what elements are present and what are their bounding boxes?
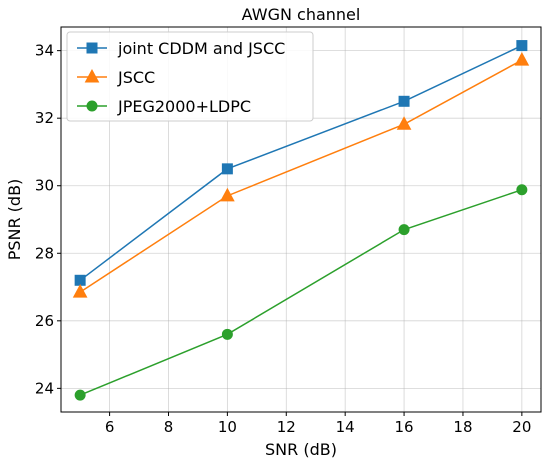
legend: joint CDDM and JSCC JSCC JPEG2000+LDPC (66, 31, 314, 122)
plot-frame (60, 26, 542, 413)
y-tick-label: 30 (35, 177, 54, 195)
legend-entry: JPEG2000+LDPC (77, 97, 251, 116)
x-tick-label: 18 (453, 418, 472, 436)
x-tick-label: 10 (218, 418, 237, 436)
data-point (516, 40, 528, 52)
series-line (79, 44, 523, 281)
x-tick-label: 16 (395, 418, 414, 436)
chart-title: AWGN channel (242, 5, 361, 24)
legend-box (66, 31, 314, 122)
data-point (74, 274, 86, 286)
x-tick-label: 14 (336, 418, 355, 436)
x-axis-label: SNR (dB) (265, 440, 337, 459)
data-point (74, 389, 86, 401)
data-point (221, 328, 233, 340)
legend-marker (86, 100, 98, 112)
y-tick-label: 34 (35, 42, 54, 60)
data-point (221, 163, 233, 175)
ticks: 6 8 10 12 14 16 18 20 24 26 28 30 32 34 (35, 42, 531, 436)
y-axis-label: PSNR (dB) (5, 179, 24, 261)
legend-label: JSCC (117, 68, 155, 87)
data-point (220, 187, 235, 202)
legend-marker (84, 68, 100, 83)
x-tick-label: 12 (277, 418, 296, 436)
series-jscc (72, 52, 530, 298)
y-tick-label: 32 (35, 109, 54, 127)
legend-entry: joint CDDM and JSCC (77, 39, 285, 58)
x-tick-label: 20 (512, 418, 531, 436)
series-line (79, 59, 523, 293)
data-point (72, 284, 88, 298)
legend-marker (86, 42, 98, 54)
y-tick-label: 28 (35, 244, 54, 262)
data-point (514, 52, 530, 66)
legend-entry: JSCC (77, 68, 155, 87)
series-line (79, 189, 523, 396)
data-point (516, 184, 528, 196)
data-point (398, 95, 410, 107)
legend-label: JPEG2000+LDPC (117, 97, 251, 116)
data-point (398, 224, 410, 236)
data-point (396, 116, 412, 130)
y-tick-label: 26 (35, 312, 54, 330)
legend-label: joint CDDM and JSCC (117, 39, 285, 58)
x-tick-label: 6 (105, 418, 115, 436)
series-layer (72, 40, 530, 401)
x-tick-label: 8 (164, 418, 174, 436)
series-jpeg2000-ldpc (74, 184, 528, 401)
y-tick-label: 24 (35, 379, 54, 397)
